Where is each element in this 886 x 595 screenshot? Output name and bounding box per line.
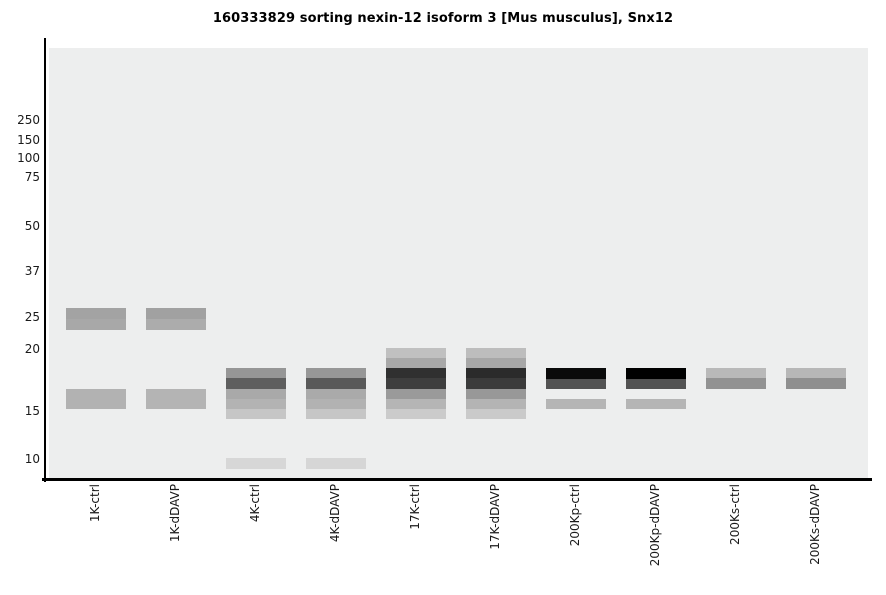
- lane-label-17K-ctrl: 17K-ctrl: [408, 484, 422, 530]
- gel-band-1K-dDAVP-24kda: [146, 319, 206, 330]
- gel-band-4K-dDAVP-16.5kda: [306, 389, 366, 399]
- gel-band-200Kp-dDAVP-18kda: [626, 368, 686, 379]
- gel-band-200Ks-dDAVP-18kda: [786, 368, 846, 378]
- gel-band-4K-dDAVP-18kda: [306, 368, 366, 378]
- lane-label-1K-dDAVP: 1K-dDAVP: [168, 484, 182, 543]
- lane-label-1K-ctrl: 1K-ctrl: [88, 484, 102, 523]
- x-axis-line: [42, 478, 872, 481]
- gel-band-17K-dDAVP-16.5kda: [466, 389, 526, 399]
- gel-band-17K-ctrl-15kda: [386, 409, 446, 419]
- gel-band-17K-ctrl-15.8kda: [386, 399, 446, 409]
- gel-band-1K-dDAVP-26kda: [146, 308, 206, 319]
- y-tick-label-20kda: 20: [24, 342, 40, 356]
- lane-label-4K-dDAVP: 4K-dDAVP: [328, 484, 342, 543]
- gel-band-17K-ctrl-16.5kda: [386, 389, 446, 399]
- gel-band-17K-ctrl-20kda: [386, 348, 446, 358]
- figure-title: 160333829 sorting nexin-12 isoform 3 [Mu…: [212, 11, 674, 26]
- y-tick-label-37kda: 37: [24, 264, 40, 278]
- y-tick-label-100kda: 100: [17, 151, 40, 165]
- gel-band-1K-ctrl-24kda: [66, 319, 126, 330]
- lane-label-200Kp-ctrl: 200Kp-ctrl: [568, 484, 582, 547]
- gel-band-200Kp-ctrl-18kda: [546, 368, 606, 379]
- gel-band-4K-ctrl-15.8kda: [226, 399, 286, 409]
- lane-label-17K-dDAVP: 17K-dDAVP: [488, 484, 502, 550]
- gel-band-1K-dDAVP-16.5kda: [146, 389, 206, 409]
- y-tick-label-25kda: 25: [24, 310, 40, 324]
- lane-label-200Kp-dDAVP: 200Kp-dDAVP: [648, 484, 662, 567]
- gel-band-17K-ctrl-17.4kda: [386, 378, 446, 389]
- gel-band-200Kp-ctrl-15.8kda: [546, 399, 606, 409]
- gel-band-17K-dDAVP-15kda: [466, 409, 526, 419]
- gel-band-4K-ctrl-17.4kda: [226, 378, 286, 389]
- gel-band-17K-dDAVP-15.8kda: [466, 399, 526, 409]
- gel-band-4K-ctrl-15kda: [226, 409, 286, 419]
- gel-band-4K-ctrl-16.5kda: [226, 389, 286, 399]
- y-tick-label-75kda: 75: [24, 170, 40, 184]
- y-tick-label-15kda: 15: [24, 404, 40, 418]
- gel-band-4K-dDAVP-10kda: [306, 458, 366, 469]
- gel-band-17K-dDAVP-18kda: [466, 368, 526, 378]
- gel-band-17K-ctrl-19kda: [386, 358, 446, 368]
- gel-band-17K-dDAVP-17.4kda: [466, 378, 526, 389]
- lane-label-200Ks-dDAVP: 200Ks-dDAVP: [808, 484, 822, 565]
- y-axis-line: [44, 38, 46, 482]
- gel-band-4K-ctrl-18kda: [226, 368, 286, 378]
- y-tick-label-50kda: 50: [24, 219, 40, 233]
- y-tick-label-10kda: 10: [24, 452, 40, 466]
- gel-band-200Kp-dDAVP-17.4kda: [626, 379, 686, 389]
- lane-label-4K-ctrl: 4K-ctrl: [248, 484, 262, 523]
- gel-band-17K-dDAVP-19kda: [466, 358, 526, 368]
- y-tick-label-250kda: 250: [17, 113, 40, 127]
- lane-label-200Ks-ctrl: 200Ks-ctrl: [728, 484, 742, 545]
- gel-band-200Kp-ctrl-17.4kda: [546, 379, 606, 389]
- gel-band-17K-dDAVP-20kda: [466, 348, 526, 358]
- gel-plot-area: [49, 48, 868, 478]
- gel-band-4K-dDAVP-17.4kda: [306, 378, 366, 389]
- y-tick-label-150kda: 150: [17, 133, 40, 147]
- gel-band-200Kp-dDAVP-15.8kda: [626, 399, 686, 409]
- gel-band-4K-dDAVP-15kda: [306, 409, 366, 419]
- gel-band-200Ks-dDAVP-17.4kda: [786, 378, 846, 389]
- gel-band-200Ks-ctrl-18kda: [706, 368, 766, 378]
- gel-band-1K-ctrl-16.5kda: [66, 389, 126, 409]
- gel-band-4K-dDAVP-15.8kda: [306, 399, 366, 409]
- gel-band-200Ks-ctrl-17.4kda: [706, 378, 766, 389]
- gel-band-4K-ctrl-10kda: [226, 458, 286, 469]
- gel-band-1K-ctrl-26kda: [66, 308, 126, 319]
- gel-band-17K-ctrl-18kda: [386, 368, 446, 378]
